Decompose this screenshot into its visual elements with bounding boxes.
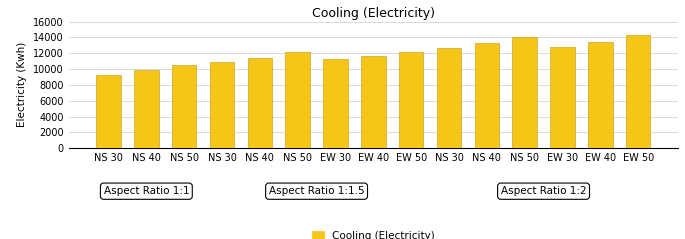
Bar [210, 62, 234, 148]
Y-axis label: Electricity (Kwh): Electricity (Kwh) [17, 42, 27, 127]
Bar [512, 37, 537, 148]
Title: Cooling (Electricity): Cooling (Electricity) [312, 7, 435, 20]
Bar [323, 59, 348, 148]
Bar [361, 55, 386, 148]
Bar [247, 58, 272, 148]
Legend: Cooling (Electricity): Cooling (Electricity) [308, 227, 439, 239]
Bar [626, 35, 651, 148]
Bar [588, 42, 612, 148]
Bar [399, 52, 423, 148]
Text: Aspect Ratio 1:1.5: Aspect Ratio 1:1.5 [269, 186, 364, 196]
Text: Aspect Ratio 1:1: Aspect Ratio 1:1 [103, 186, 189, 196]
Bar [286, 52, 310, 148]
Bar [550, 47, 575, 148]
Bar [134, 70, 159, 148]
Bar [437, 48, 461, 148]
Bar [96, 75, 121, 148]
Text: Aspect Ratio 1:2: Aspect Ratio 1:2 [501, 186, 586, 196]
Bar [475, 43, 499, 148]
Bar [172, 65, 197, 148]
